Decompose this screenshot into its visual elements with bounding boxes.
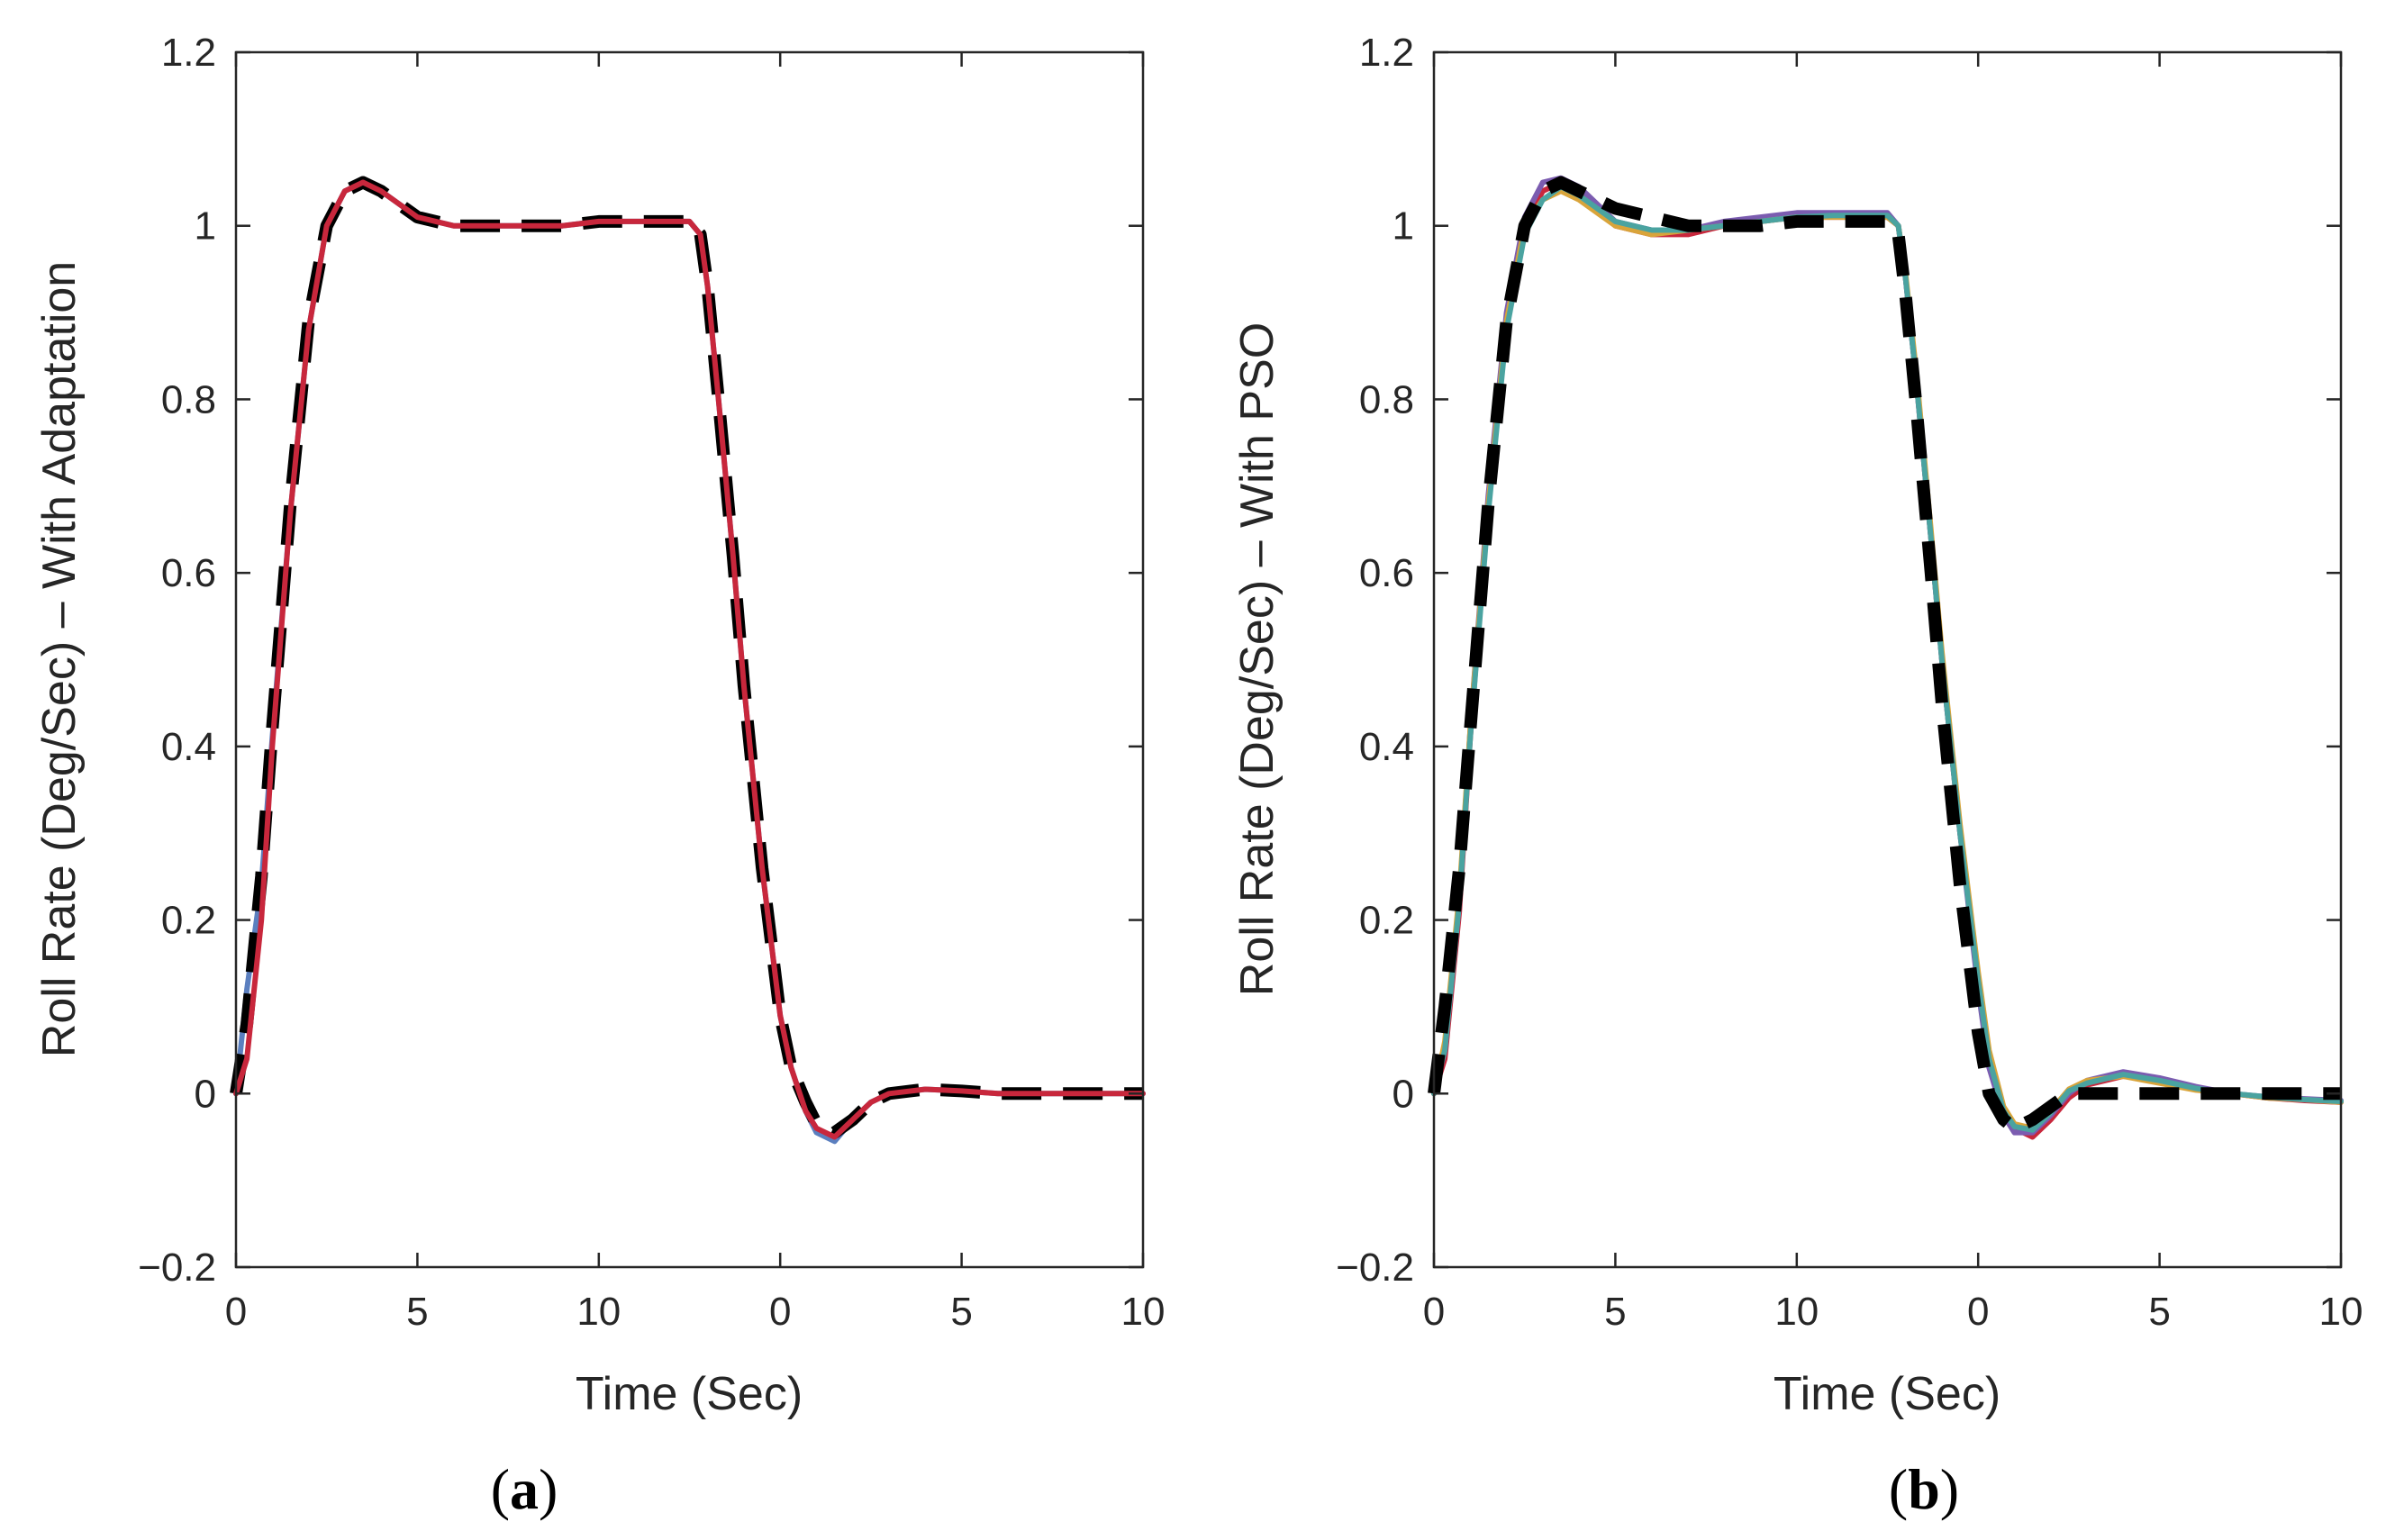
- x-tick-label: 10: [1774, 1290, 1819, 1334]
- x-tick-label: 0: [769, 1290, 791, 1334]
- y-tick-label: 0: [195, 1072, 216, 1116]
- x-tick-label: 0: [225, 1290, 247, 1334]
- y-tick-label: 0.8: [161, 377, 216, 421]
- panel-label-a-close: ): [539, 1457, 558, 1521]
- y-tick-label: 1.2: [161, 31, 216, 75]
- chart-panel-a: −0.200.20.40.60.811.2 0 5 10 0 5 10 Time (Sec…: [33, 31, 1165, 1521]
- y-tick-label: 1: [195, 204, 216, 249]
- y-tick-label: 0.6: [161, 551, 216, 595]
- x-tick-label: 5: [1604, 1290, 1626, 1334]
- x-axis-label-a: Time (Sec): [576, 1368, 803, 1420]
- y-tick-label: 0.2: [1359, 899, 1414, 943]
- y-tick-label: 1: [1393, 204, 1414, 249]
- x-tick-label: 5: [2148, 1290, 2170, 1334]
- x-tick-label: 5: [406, 1290, 428, 1334]
- x-axis-b: 0 5 10 0 5 10: [1423, 52, 2363, 1334]
- series-group-a: [230, 176, 1146, 1145]
- series-line-reference: [1428, 176, 2341, 1135]
- y-tick-label: 0.4: [161, 725, 216, 769]
- series-line-response: [233, 179, 1146, 1140]
- x-axis-label-b: Time (Sec): [1774, 1368, 2000, 1420]
- y-tick-label: 0.2: [161, 899, 216, 943]
- plot-area-b: [1434, 52, 2341, 1267]
- y-tick-label: 1.2: [1359, 31, 1414, 75]
- x-tick-label: 10: [1121, 1290, 1166, 1334]
- x-tick-label: 10: [2319, 1290, 2363, 1334]
- y-tick-label: 0.4: [1359, 725, 1414, 769]
- y-axis-label-a: Roll Rate (Deg/Sec) – With Adaptation: [33, 261, 86, 1057]
- x-tick-label: 0: [1967, 1290, 1989, 1334]
- x-tick-label: 5: [950, 1290, 972, 1334]
- chart-panel-b: −0.200.20.40.60.811.2 0 5 10 0 5 10 Time (Sec…: [1231, 31, 2363, 1521]
- x-tick-label: 0: [1423, 1290, 1445, 1334]
- plot-area-a: [236, 52, 1143, 1267]
- panel-label-b-open: (: [1889, 1457, 1908, 1521]
- series-group-b: [1428, 175, 2344, 1140]
- y-tick-label: −0.2: [1336, 1246, 1414, 1290]
- y-tick-label: 0: [1393, 1072, 1414, 1116]
- y-tick-label: 0.8: [1359, 377, 1414, 421]
- y-tick-label: −0.2: [138, 1246, 216, 1290]
- panel-label-a-letter: a: [510, 1457, 539, 1521]
- panel-label-a: (a): [491, 1457, 558, 1521]
- panel-label-b: (b): [1889, 1457, 1959, 1521]
- y-tick-label: 0.6: [1359, 551, 1414, 595]
- y-axis-b: −0.2 0 0.2 0.4 0.6 0.8 1 1.2: [1336, 31, 2341, 1290]
- panel-label-b-letter: b: [1908, 1457, 1940, 1521]
- plot-frame-a: [234, 50, 1145, 1269]
- x-tick-label: 10: [576, 1290, 621, 1334]
- plot-frame-b: [1432, 50, 2343, 1269]
- y-axis-a: −0.2 0 0.2 0.4 0.6 0.8 1 1.2: [138, 31, 1143, 1290]
- panel-label-a-open: (: [491, 1457, 510, 1521]
- panel-label-b-close: ): [1940, 1457, 1959, 1521]
- x-axis-a: 0 5 10 0 5 10: [225, 52, 1166, 1334]
- y-axis-label-b: Roll Rate (Deg/Sec) – With PSO: [1231, 322, 1284, 996]
